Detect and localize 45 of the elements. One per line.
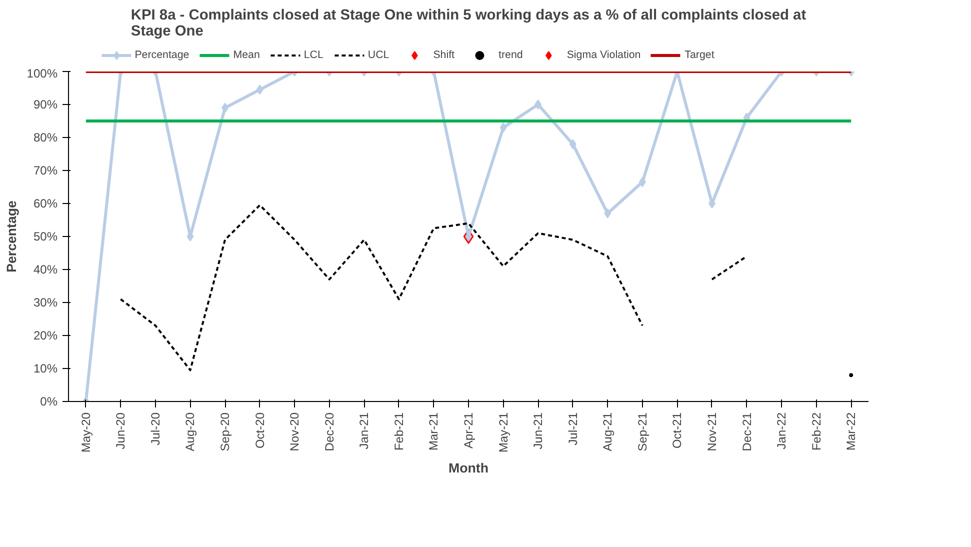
x-tick-label: May-21	[496, 412, 510, 453]
y-tick-label: 100%	[26, 66, 58, 80]
x-tick-label: Jul-21	[566, 412, 580, 446]
x-tick-label: Oct-20	[252, 412, 267, 449]
legend-label: Target	[684, 49, 714, 61]
legend-label: Sigma Violation	[566, 49, 641, 61]
y-tick-label: 60%	[33, 196, 58, 210]
legend-label: UCL	[368, 49, 390, 61]
y-tick-label: 30%	[33, 296, 58, 310]
chart-title: KPI 8a - Complaints closed at Stage One within 5 working days as a % of all complaints closed at Stage One	[130, 8, 806, 40]
y-tick-label: 20%	[33, 328, 58, 342]
x-tick-label: May-20	[78, 412, 93, 453]
x-tick-label: Sep-21	[635, 412, 650, 452]
y-axis-title: Percentage	[4, 200, 19, 272]
legend-label: Percentage	[134, 49, 190, 61]
x-tick-label: Nov-20	[288, 412, 302, 452]
x-tick-label: Nov-21	[704, 412, 719, 452]
x-tick-label: Jul-20	[148, 412, 162, 446]
x-tick-label: Oct-21	[670, 412, 684, 449]
x-tick-label: Mar-21	[426, 412, 441, 451]
y-tick-label: 50%	[33, 230, 58, 244]
legend-label: Mean	[233, 49, 260, 61]
x-tick-label: Jun-20	[114, 412, 128, 450]
x-tick-label: Feb-21	[392, 412, 406, 451]
x-tick-label: Aug-20	[183, 412, 198, 452]
y-tick-label: 80%	[33, 130, 58, 144]
legend-label: trend	[498, 49, 523, 61]
x-tick-label: Aug-21	[600, 412, 615, 452]
x-tick-label: Dec-20	[322, 412, 336, 452]
y-tick-label: 40%	[33, 262, 58, 276]
x-tick-label: Mar-22	[844, 412, 858, 451]
y-tick-label: 0%	[40, 394, 58, 408]
x-tick-label: Sep-20	[218, 412, 232, 452]
legend-label: Shift	[433, 49, 455, 61]
y-tick-label: 10%	[33, 362, 58, 376]
legend-label: LCL	[304, 49, 324, 61]
x-tick-label: Jan-22	[774, 412, 789, 450]
x-tick-label: Feb-22	[809, 412, 824, 451]
y-tick-label: 70%	[33, 164, 58, 178]
y-tick-label: 90%	[33, 98, 58, 112]
x-tick-label: Apr-21	[462, 412, 476, 449]
x-tick-label: Jan-21	[357, 412, 372, 450]
x-tick-label: Jun-21	[531, 412, 546, 450]
x-axis-title: Month	[448, 460, 488, 476]
x-tick-label: Dec-21	[740, 412, 754, 452]
